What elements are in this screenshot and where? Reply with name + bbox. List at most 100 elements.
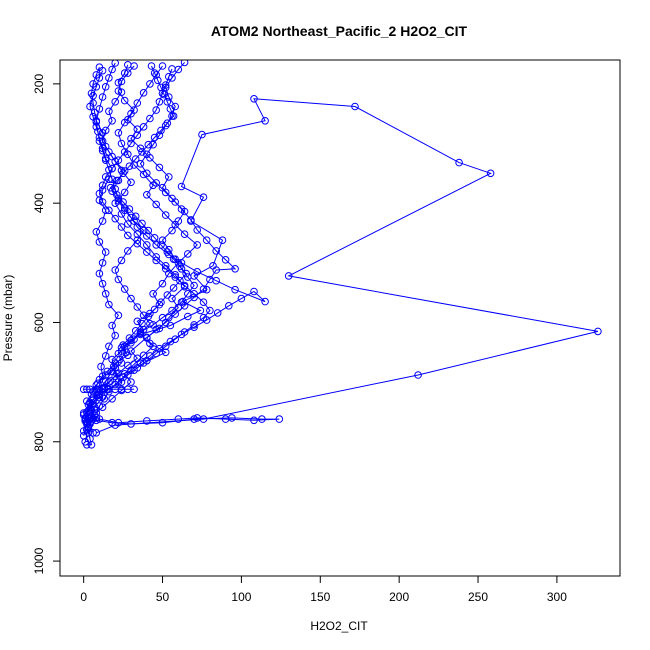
data-point [155, 300, 164, 309]
data-point [190, 281, 198, 290]
data-point [198, 130, 206, 139]
data-point [92, 228, 101, 236]
data-point [168, 65, 176, 73]
data-point [169, 255, 178, 264]
data-point [101, 371, 110, 379]
data-point [147, 62, 156, 70]
data-point [114, 311, 123, 320]
data-point [95, 189, 104, 198]
data-point [146, 80, 154, 88]
y-tick-label: 200 [32, 74, 46, 94]
data-point [143, 150, 151, 159]
data-point [258, 415, 266, 423]
data-point [120, 206, 129, 215]
data-point [152, 349, 160, 358]
data-point [139, 311, 148, 320]
data-point [133, 303, 142, 311]
data-point [120, 69, 129, 77]
data-point [202, 236, 211, 244]
data-point [106, 183, 115, 192]
data-point [163, 248, 172, 256]
data-point [83, 385, 91, 394]
data-point [120, 285, 129, 293]
data-point [117, 139, 126, 148]
data-point [133, 125, 142, 133]
data-point [144, 312, 153, 321]
data-point [92, 123, 101, 131]
data-point [108, 418, 116, 427]
data-point [124, 69, 132, 77]
data-point [127, 178, 135, 187]
data-point [89, 99, 97, 107]
y-tick-label: 600 [32, 312, 46, 332]
data-point [124, 371, 132, 379]
data-point [117, 343, 126, 352]
data-point [111, 331, 119, 340]
data-point [131, 327, 140, 335]
x-tick-label: 50 [156, 590, 170, 604]
data-point [161, 211, 170, 219]
data-point [84, 424, 93, 432]
data-point [92, 118, 101, 126]
data-point [117, 88, 126, 96]
data-point [163, 119, 172, 127]
data-point [127, 420, 135, 428]
data-point [193, 226, 201, 234]
data-point [275, 415, 284, 423]
data-point [124, 115, 132, 124]
data-point [182, 269, 190, 278]
data-point [177, 298, 186, 307]
data-point [122, 348, 131, 357]
data-point [199, 285, 208, 293]
data-point [127, 294, 135, 303]
y-tick-label: 1000 [32, 547, 46, 574]
data-point [105, 107, 113, 116]
data-point [98, 137, 107, 145]
data-point [161, 262, 170, 270]
data-point [105, 166, 113, 174]
data-point [114, 275, 123, 284]
data-point [231, 285, 239, 294]
data-point [90, 405, 99, 414]
data-point [105, 342, 113, 351]
data-point [184, 312, 192, 321]
data-point [136, 160, 145, 168]
data-point [202, 285, 211, 294]
data-point [101, 206, 110, 215]
data-point [120, 167, 129, 175]
data-point [171, 335, 179, 344]
data-point [86, 435, 94, 443]
data-point [250, 287, 258, 296]
data-point [351, 102, 359, 111]
data-point [105, 206, 113, 215]
data-point [149, 290, 157, 298]
data-point [143, 334, 151, 342]
data-point [84, 401, 93, 409]
data-point [101, 126, 110, 135]
data-point [136, 328, 145, 336]
data-point [225, 302, 233, 310]
data-point [161, 81, 170, 89]
data-point [125, 205, 134, 213]
data-point [146, 319, 154, 328]
data-point [133, 239, 142, 248]
data-point [158, 313, 167, 322]
x-tick-label: 200 [389, 590, 409, 604]
data-point [130, 106, 138, 114]
y-axis: 200 400 600 800 1000 [32, 74, 61, 574]
data-point [138, 319, 146, 328]
data-point [155, 98, 164, 106]
data-point [190, 415, 198, 423]
data-point [168, 74, 176, 82]
data-point [117, 378, 126, 386]
data-point [166, 337, 175, 346]
x-tick-label: 0 [80, 590, 87, 604]
data-point [124, 231, 132, 240]
data-point [105, 74, 113, 82]
y-axis-label: Pressure (mbar) [1, 275, 15, 362]
data-point [98, 217, 107, 225]
data-point [455, 158, 463, 167]
data-point [155, 324, 164, 333]
data-point [190, 321, 198, 329]
data-point [163, 291, 172, 299]
